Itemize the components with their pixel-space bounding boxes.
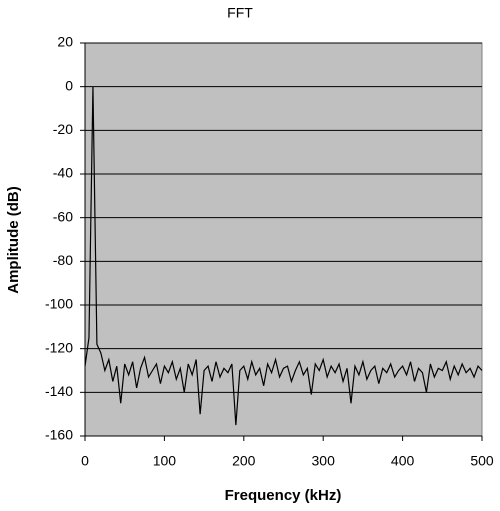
- y-tick-label: -80: [53, 252, 73, 268]
- x-tick-label: 500: [470, 453, 494, 469]
- y-tick-label: -40: [53, 165, 73, 181]
- y-tick-label: -120: [45, 339, 73, 355]
- y-tick-label: -140: [45, 383, 73, 399]
- y-tick-label: -20: [53, 121, 73, 137]
- fft-line: [84, 86, 483, 426]
- x-tick-label: 300: [312, 453, 336, 469]
- y-tick-label: 0: [65, 77, 73, 93]
- x-tick-label: 100: [153, 453, 177, 469]
- plot-area: [84, 42, 483, 437]
- y-axis-title: Amplitude (dB): [5, 186, 22, 293]
- x-axis-title: Frequency (kHz): [225, 487, 342, 504]
- y-tick-label: 20: [57, 34, 73, 50]
- x-tick-label: 400: [391, 453, 415, 469]
- x-tick-label: 0: [81, 453, 89, 469]
- x-tick-label: 200: [232, 453, 256, 469]
- y-tick-label: -100: [45, 296, 73, 312]
- y-tick-label: -160: [45, 427, 73, 443]
- y-tick-label: -60: [53, 208, 73, 224]
- chart-title: FFT: [227, 5, 253, 21]
